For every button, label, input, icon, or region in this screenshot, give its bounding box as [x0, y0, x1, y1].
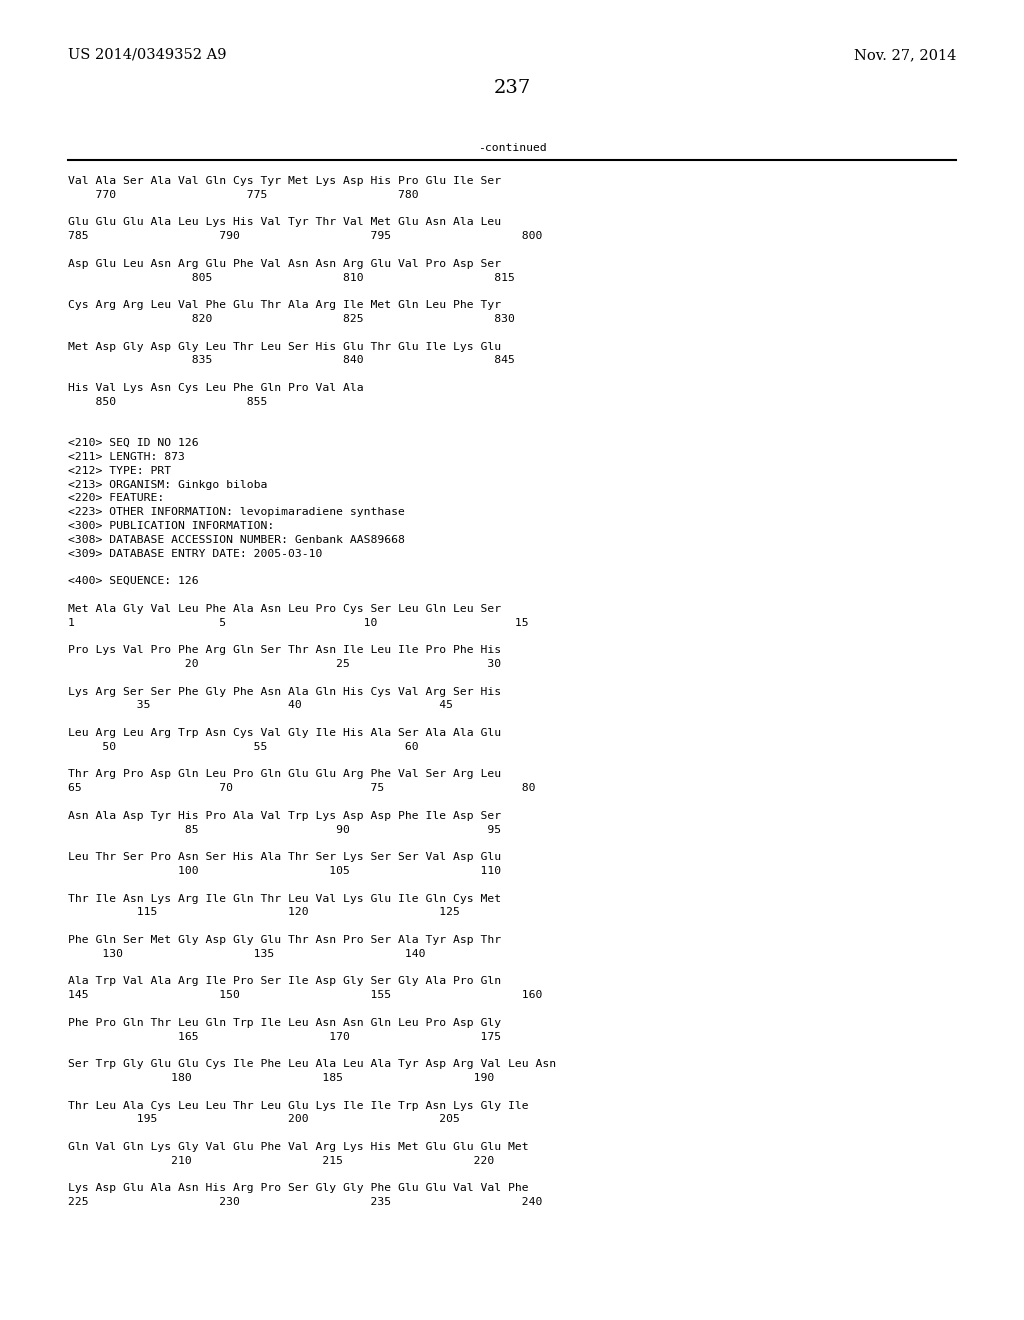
- Text: 805                   810                   815: 805 810 815: [68, 273, 515, 282]
- Text: 65                    70                    75                    80: 65 70 75 80: [68, 783, 536, 793]
- Text: Asp Glu Leu Asn Arg Glu Phe Val Asn Asn Arg Glu Val Pro Asp Ser: Asp Glu Leu Asn Arg Glu Phe Val Asn Asn …: [68, 259, 501, 269]
- Text: His Val Lys Asn Cys Leu Phe Gln Pro Val Ala: His Val Lys Asn Cys Leu Phe Gln Pro Val …: [68, 383, 364, 393]
- Text: <213> ORGANISM: Ginkgo biloba: <213> ORGANISM: Ginkgo biloba: [68, 479, 267, 490]
- Text: 835                   840                   845: 835 840 845: [68, 355, 515, 366]
- Text: 20                    25                    30: 20 25 30: [68, 659, 501, 669]
- Text: 35                    40                    45: 35 40 45: [68, 701, 453, 710]
- Text: 770                   775                   780: 770 775 780: [68, 190, 419, 199]
- Text: Ser Trp Gly Glu Glu Cys Ile Phe Leu Ala Leu Ala Tyr Asp Arg Val Leu Asn: Ser Trp Gly Glu Glu Cys Ile Phe Leu Ala …: [68, 1059, 556, 1069]
- Text: Glu Glu Glu Ala Leu Lys His Val Tyr Thr Val Met Glu Asn Ala Leu: Glu Glu Glu Ala Leu Lys His Val Tyr Thr …: [68, 218, 501, 227]
- Text: 85                    90                    95: 85 90 95: [68, 825, 501, 834]
- Text: Lys Arg Ser Ser Phe Gly Phe Asn Ala Gln His Cys Val Arg Ser His: Lys Arg Ser Ser Phe Gly Phe Asn Ala Gln …: [68, 686, 501, 697]
- Text: <220> FEATURE:: <220> FEATURE:: [68, 494, 164, 503]
- Text: Lys Asp Glu Ala Asn His Arg Pro Ser Gly Gly Phe Glu Glu Val Val Phe: Lys Asp Glu Ala Asn His Arg Pro Ser Gly …: [68, 1184, 528, 1193]
- Text: 820                   825                   830: 820 825 830: [68, 314, 515, 323]
- Text: <212> TYPE: PRT: <212> TYPE: PRT: [68, 466, 171, 475]
- Text: Phe Pro Gln Thr Leu Gln Trp Ile Leu Asn Asn Gln Leu Pro Asp Gly: Phe Pro Gln Thr Leu Gln Trp Ile Leu Asn …: [68, 1018, 501, 1028]
- Text: Thr Arg Pro Asp Gln Leu Pro Gln Glu Glu Arg Phe Val Ser Arg Leu: Thr Arg Pro Asp Gln Leu Pro Gln Glu Glu …: [68, 770, 501, 779]
- Text: Thr Ile Asn Lys Arg Ile Gln Thr Leu Val Lys Glu Ile Gln Cys Met: Thr Ile Asn Lys Arg Ile Gln Thr Leu Val …: [68, 894, 501, 904]
- Text: 225                   230                   235                   240: 225 230 235 240: [68, 1197, 543, 1208]
- Text: -continued: -continued: [477, 143, 547, 153]
- Text: Leu Thr Ser Pro Asn Ser His Ala Thr Ser Lys Ser Ser Val Asp Glu: Leu Thr Ser Pro Asn Ser His Ala Thr Ser …: [68, 853, 501, 862]
- Text: Val Ala Ser Ala Val Gln Cys Tyr Met Lys Asp His Pro Glu Ile Ser: Val Ala Ser Ala Val Gln Cys Tyr Met Lys …: [68, 176, 501, 186]
- Text: 195                   200                   205: 195 200 205: [68, 1114, 460, 1125]
- Text: 145                   150                   155                   160: 145 150 155 160: [68, 990, 543, 1001]
- Text: Met Asp Gly Asp Gly Leu Thr Leu Ser His Glu Thr Glu Ile Lys Glu: Met Asp Gly Asp Gly Leu Thr Leu Ser His …: [68, 342, 501, 351]
- Text: <309> DATABASE ENTRY DATE: 2005-03-10: <309> DATABASE ENTRY DATE: 2005-03-10: [68, 549, 323, 558]
- Text: <300> PUBLICATION INFORMATION:: <300> PUBLICATION INFORMATION:: [68, 521, 274, 531]
- Text: 850                   855: 850 855: [68, 397, 267, 407]
- Text: Thr Leu Ala Cys Leu Leu Thr Leu Glu Lys Ile Ile Trp Asn Lys Gly Ile: Thr Leu Ala Cys Leu Leu Thr Leu Glu Lys …: [68, 1101, 528, 1110]
- Text: Gln Val Gln Lys Gly Val Glu Phe Val Arg Lys His Met Glu Glu Glu Met: Gln Val Gln Lys Gly Val Glu Phe Val Arg …: [68, 1142, 528, 1152]
- Text: Asn Ala Asp Tyr His Pro Ala Val Trp Lys Asp Asp Phe Ile Asp Ser: Asn Ala Asp Tyr His Pro Ala Val Trp Lys …: [68, 810, 501, 821]
- Text: <210> SEQ ID NO 126: <210> SEQ ID NO 126: [68, 438, 199, 449]
- Text: 50                    55                    60: 50 55 60: [68, 742, 419, 752]
- Text: 115                   120                   125: 115 120 125: [68, 907, 460, 917]
- Text: 180                   185                   190: 180 185 190: [68, 1073, 495, 1082]
- Text: Phe Gln Ser Met Gly Asp Gly Glu Thr Asn Pro Ser Ala Tyr Asp Thr: Phe Gln Ser Met Gly Asp Gly Glu Thr Asn …: [68, 935, 501, 945]
- Text: <223> OTHER INFORMATION: levopimaradiene synthase: <223> OTHER INFORMATION: levopimaradiene…: [68, 507, 404, 517]
- Text: <211> LENGTH: 873: <211> LENGTH: 873: [68, 451, 185, 462]
- Text: 237: 237: [494, 79, 530, 96]
- Text: Ala Trp Val Ala Arg Ile Pro Ser Ile Asp Gly Ser Gly Ala Pro Gln: Ala Trp Val Ala Arg Ile Pro Ser Ile Asp …: [68, 977, 501, 986]
- Text: US 2014/0349352 A9: US 2014/0349352 A9: [68, 48, 226, 62]
- Text: 165                   170                   175: 165 170 175: [68, 1032, 501, 1041]
- Text: 130                   135                   140: 130 135 140: [68, 949, 426, 958]
- Text: 100                   105                   110: 100 105 110: [68, 866, 501, 876]
- Text: Leu Arg Leu Arg Trp Asn Cys Val Gly Ile His Ala Ser Ala Ala Glu: Leu Arg Leu Arg Trp Asn Cys Val Gly Ile …: [68, 729, 501, 738]
- Text: Cys Arg Arg Leu Val Phe Glu Thr Ala Arg Ile Met Gln Leu Phe Tyr: Cys Arg Arg Leu Val Phe Glu Thr Ala Arg …: [68, 300, 501, 310]
- Text: <400> SEQUENCE: 126: <400> SEQUENCE: 126: [68, 577, 199, 586]
- Text: <308> DATABASE ACCESSION NUMBER: Genbank AAS89668: <308> DATABASE ACCESSION NUMBER: Genbank…: [68, 535, 404, 545]
- Text: 210                   215                   220: 210 215 220: [68, 1156, 495, 1166]
- Text: Met Ala Gly Val Leu Phe Ala Asn Leu Pro Cys Ser Leu Gln Leu Ser: Met Ala Gly Val Leu Phe Ala Asn Leu Pro …: [68, 603, 501, 614]
- Text: 785                   790                   795                   800: 785 790 795 800: [68, 231, 543, 242]
- Text: Nov. 27, 2014: Nov. 27, 2014: [854, 48, 956, 62]
- Text: Pro Lys Val Pro Phe Arg Gln Ser Thr Asn Ile Leu Ile Pro Phe His: Pro Lys Val Pro Phe Arg Gln Ser Thr Asn …: [68, 645, 501, 655]
- Text: 1                     5                    10                    15: 1 5 10 15: [68, 618, 528, 627]
